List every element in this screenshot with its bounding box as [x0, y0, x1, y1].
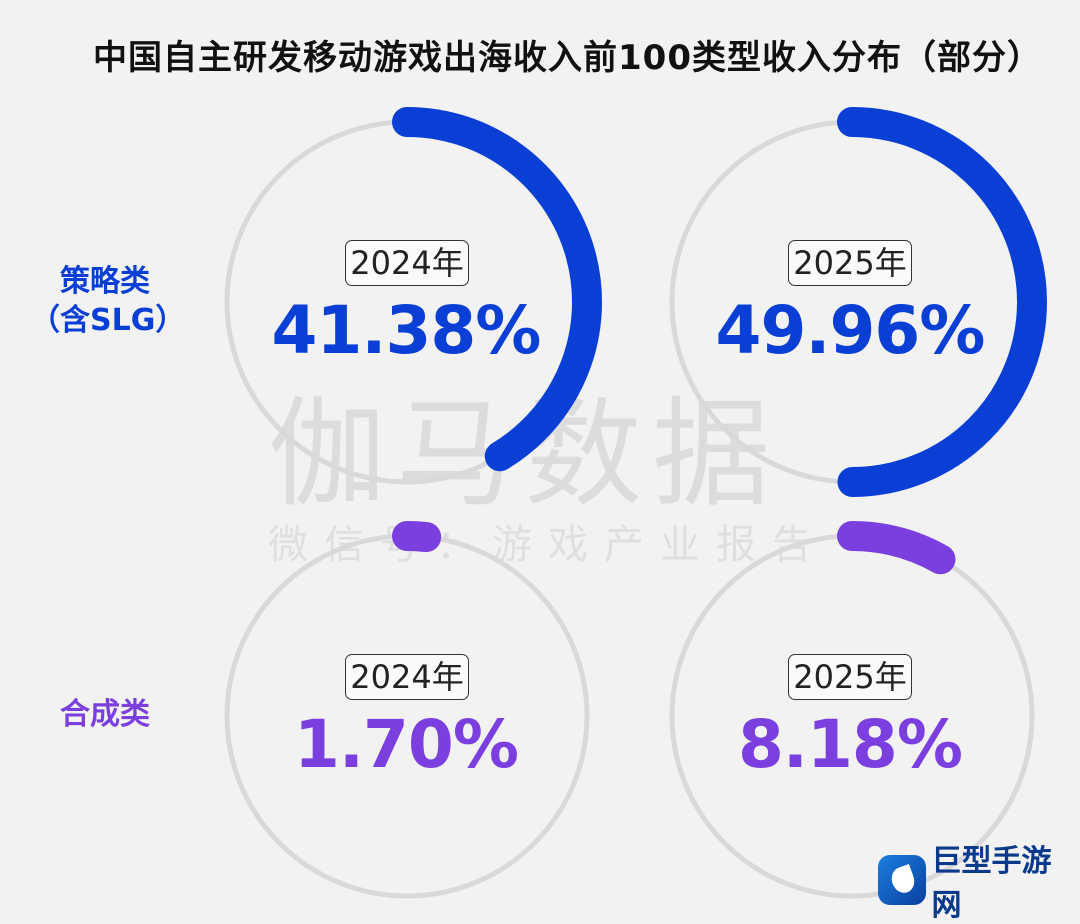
site-logo: 巨型手游网 [878, 844, 1074, 923]
logo-text: 巨型手游网 [931, 844, 1052, 923]
row-label-strategy-line1: 策略类 [60, 264, 150, 299]
row-label-merge: 合成类 [30, 695, 180, 734]
row-label-merge-line1: 合成类 [60, 697, 150, 732]
logo-mark-icon [878, 855, 926, 905]
year-label-strategy-2025: 2025年 [788, 240, 912, 286]
chart-title: 中国自主研发移动游戏出海收入前100类型收入分布（部分） [93, 38, 1042, 78]
ring-arc-merge-2025 [837, 521, 956, 575]
row-label-strategy: 策略类 （含SLG） [30, 262, 186, 340]
ring-arc-strategy-2024 [392, 107, 602, 472]
year-label-strategy-2024: 2024年 [345, 240, 469, 286]
year-label-merge-2024: 2024年 [345, 654, 469, 700]
year-label-merge-2025: 2025年 [788, 654, 912, 700]
ring-arc-merge-2024 [392, 521, 442, 553]
ring-arc-strategy-2025 [837, 107, 1047, 497]
value-label-merge-2025: 8.18% [738, 706, 963, 783]
row-label-strategy-line2: （含SLG） [30, 303, 186, 338]
value-label-strategy-2025: 49.96% [715, 292, 986, 369]
value-label-merge-2024: 1.70% [294, 706, 519, 783]
value-label-strategy-2024: 41.38% [271, 292, 542, 369]
